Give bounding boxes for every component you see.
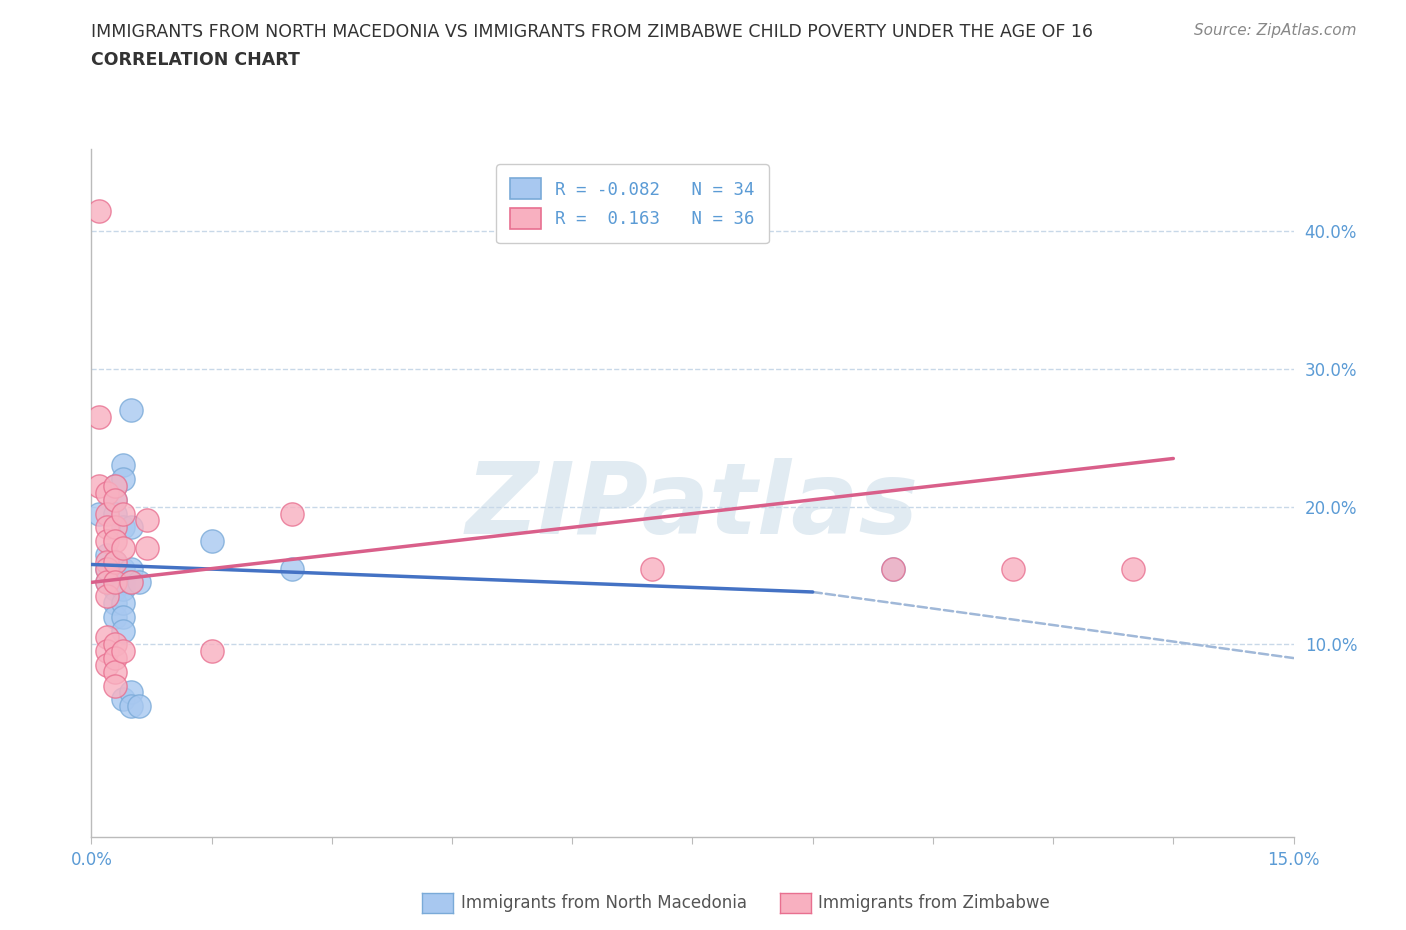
Point [96,644,118,658]
Point [96,485,118,500]
Point [89,479,111,494]
Point [104,582,127,597]
Text: Immigrants from Zimbabwe: Immigrants from Zimbabwe [818,894,1050,912]
Text: Source: ZipAtlas.com: Source: ZipAtlas.com [1194,23,1357,38]
Point [112,458,135,472]
Point [112,575,135,590]
Point [96,589,118,604]
Point [112,623,135,638]
Point [281,561,304,576]
Point [89,204,111,219]
Point [112,520,135,535]
Point [104,534,127,549]
Point [1122,561,1144,576]
Point [89,506,111,521]
Text: CORRELATION CHART: CORRELATION CHART [91,51,301,69]
Point [121,575,143,590]
Point [112,540,135,555]
Point [121,575,143,590]
Point [104,568,127,583]
Point [121,403,143,418]
Point [201,534,224,549]
Point [96,630,118,644]
Point [112,644,135,658]
Point [104,492,127,507]
Point [104,609,127,624]
Point [201,644,224,658]
Text: IMMIGRANTS FROM NORTH MACEDONIA VS IMMIGRANTS FROM ZIMBABWE CHILD POVERTY UNDER : IMMIGRANTS FROM NORTH MACEDONIA VS IMMIG… [91,23,1094,41]
Point [104,479,127,494]
Point [641,561,664,576]
Point [112,609,135,624]
Point [89,410,111,425]
Point [136,513,159,528]
Point [104,520,127,535]
Point [104,651,127,666]
Point [96,506,118,521]
Point [121,685,143,700]
Point [112,692,135,707]
Point [96,534,118,549]
Point [128,698,150,713]
Point [882,561,904,576]
Text: ZIPatlas: ZIPatlas [465,458,920,555]
Point [112,582,135,597]
Legend: R = -0.082   N = 34, R =  0.163   N = 36: R = -0.082 N = 34, R = 0.163 N = 36 [496,165,769,243]
Point [121,520,143,535]
Point [104,506,127,521]
Point [96,575,118,590]
Point [281,506,304,521]
Point [96,658,118,672]
Point [104,664,127,679]
Point [96,520,118,535]
Point [128,575,150,590]
Point [112,561,135,576]
Point [96,554,118,569]
Point [96,575,118,590]
Point [104,595,127,610]
Point [112,506,135,521]
Point [96,548,118,563]
Point [96,561,118,576]
Point [121,561,143,576]
Point [104,575,127,590]
Text: Immigrants from North Macedonia: Immigrants from North Macedonia [461,894,747,912]
Point [112,595,135,610]
Point [1001,561,1024,576]
Point [136,540,159,555]
Point [96,561,118,576]
Point [104,492,127,507]
Point [882,561,904,576]
Point [112,472,135,486]
Point [104,554,127,569]
Point [104,479,127,494]
Point [121,698,143,713]
Point [104,678,127,693]
Point [104,637,127,652]
Point [104,554,127,569]
Point [104,575,127,590]
